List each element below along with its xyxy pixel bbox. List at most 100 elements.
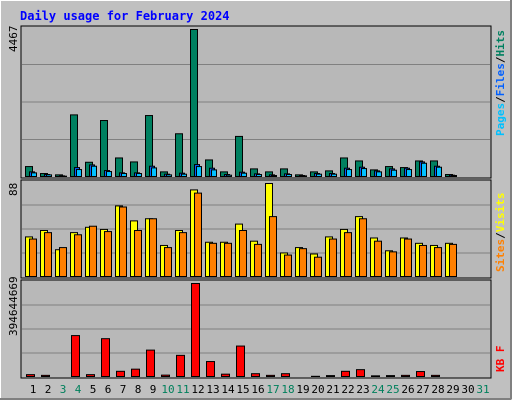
- kb-bar-17: [266, 374, 275, 377]
- pages-bar-25: [391, 169, 397, 178]
- kb-bar-5: [86, 374, 95, 377]
- kb-bar-21: [326, 375, 335, 377]
- pages-bar-12: [196, 166, 202, 177]
- pages-bar-15: [241, 172, 247, 177]
- day-label-30: 30: [461, 383, 474, 396]
- kb-bar-23: [356, 369, 365, 378]
- kb-bar-18: [281, 373, 290, 377]
- kb-bar-1: [26, 374, 35, 377]
- kb-bar-26: [401, 374, 410, 377]
- pages-bar-16: [256, 174, 262, 177]
- sites-bar-13: [209, 242, 217, 277]
- sites-bar-28: [434, 247, 442, 278]
- hits-bar-11: [175, 133, 183, 177]
- day-label-18: 18: [281, 383, 294, 396]
- sites-bar-10: [164, 247, 172, 278]
- pages-bar-4: [76, 169, 82, 178]
- day-label-9: 9: [150, 383, 157, 396]
- day-label-19: 19: [296, 383, 309, 396]
- pages-bar-28: [436, 166, 442, 178]
- sites-bar-4: [74, 234, 82, 277]
- day-label-15: 15: [236, 383, 249, 396]
- sites-bar-8: [134, 230, 142, 277]
- sites-bar-21: [329, 238, 337, 277]
- day-label-12: 12: [191, 383, 204, 396]
- legend-sep-2: /: [494, 56, 507, 63]
- sites-bar-11: [179, 232, 187, 278]
- sites-bar-29: [449, 243, 457, 278]
- day-label-25: 25: [386, 383, 399, 396]
- sites-bar-24: [374, 240, 382, 278]
- sites-bar-19: [299, 248, 307, 277]
- pages-bar-9: [151, 167, 157, 178]
- legend-files: Files: [494, 63, 507, 96]
- day-label-20: 20: [311, 383, 324, 396]
- pages-bar-19: [301, 175, 307, 178]
- sites-bar-27: [419, 244, 427, 277]
- legend-visits: Visits: [494, 193, 507, 233]
- sites-bar-6: [104, 231, 112, 277]
- sites-bar-1: [29, 238, 37, 277]
- legend-sites: Sites: [494, 239, 507, 272]
- sites-bar-17: [269, 216, 277, 277]
- day-label-16: 16: [251, 383, 264, 396]
- legend-hits: Hits: [494, 30, 507, 57]
- pages-bar-24: [376, 171, 382, 177]
- pages-bar-22: [346, 169, 352, 178]
- sites-bar-12: [194, 192, 202, 277]
- day-label-27: 27: [416, 383, 429, 396]
- sites-bar-20: [314, 256, 322, 278]
- day-label-8: 8: [135, 383, 142, 396]
- day-label-24: 24: [371, 383, 385, 396]
- legend-kb: KB F: [494, 346, 507, 373]
- day-label-4: 4: [75, 383, 82, 396]
- kb-bar-16: [251, 373, 260, 377]
- pages-bar-6: [106, 171, 112, 178]
- hits-bar-15: [235, 135, 243, 178]
- day-label-23: 23: [356, 383, 369, 396]
- bottom-legend: KB F: [494, 346, 507, 373]
- pages-bar-20: [316, 173, 322, 177]
- sites-bar-15: [239, 230, 247, 277]
- day-label-6: 6: [105, 383, 112, 396]
- pages-bar-13: [211, 169, 217, 177]
- sites-bar-2: [44, 232, 52, 278]
- day-label-22: 22: [341, 383, 354, 396]
- kb-bar-9: [146, 349, 155, 378]
- day-label-29: 29: [446, 383, 459, 396]
- day-label-28: 28: [431, 383, 444, 396]
- day-label-1: 1: [30, 383, 37, 396]
- sites-bar-9: [149, 218, 157, 277]
- day-label-7: 7: [120, 383, 127, 396]
- kb-bar-11: [176, 354, 185, 377]
- kb-bar-15: [236, 345, 245, 377]
- day-label-31: 31: [476, 383, 489, 396]
- kb-bar-27: [416, 371, 425, 378]
- pages-bar-10: [166, 174, 172, 178]
- pages-bar-14: [226, 174, 232, 178]
- kb-bar-28: [431, 374, 440, 377]
- day-label-14: 14: [221, 383, 235, 396]
- kb-bar-12: [191, 283, 200, 377]
- kb-bar-25: [386, 375, 395, 377]
- pages-bar-18: [286, 174, 292, 177]
- top-legend: Pages/Files/Hits: [494, 30, 507, 136]
- kb-bar-24: [371, 375, 380, 377]
- pages-bar-5: [91, 165, 97, 177]
- kb-bar-10: [161, 374, 170, 377]
- chart-title: Daily usage for February 2024: [20, 9, 230, 23]
- day-label-26: 26: [401, 383, 414, 396]
- day-label-17: 17: [266, 383, 279, 396]
- legend-pages: Pages: [494, 103, 507, 136]
- kb-max-label: 394644669: [7, 276, 20, 336]
- kb-bar-14: [221, 373, 230, 377]
- day-label-3: 3: [60, 383, 67, 396]
- sites-bar-22: [344, 232, 352, 278]
- pages-bar-2: [46, 174, 52, 178]
- legend-sep-3: /: [494, 232, 507, 239]
- pages-bar-26: [406, 169, 412, 178]
- pages-bar-27: [421, 162, 427, 177]
- day-label-2: 2: [45, 383, 52, 396]
- visits-max-label: 88: [7, 183, 20, 196]
